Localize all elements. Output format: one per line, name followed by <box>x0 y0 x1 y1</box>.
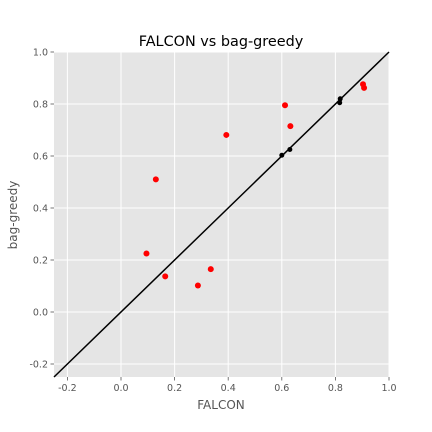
data-points <box>143 81 368 289</box>
y-axis-label: bag-greedy <box>6 181 20 250</box>
grid-lines <box>54 51 390 377</box>
y-tick-label: 1.0 <box>33 48 48 59</box>
y-tick-label: 0.2 <box>33 256 48 267</box>
black-data-point <box>337 100 343 106</box>
reference-line-group <box>53 51 390 378</box>
red-data-point <box>287 123 294 130</box>
x-axis-ticks: -0.2 0.0 0.2 0.4 0.6 0.8 1.0 <box>58 377 397 394</box>
y-tick-label: 0.6 <box>33 152 48 163</box>
red-data-point <box>282 102 289 109</box>
x-axis-label: FALCON <box>197 398 245 412</box>
y-axis-ticks: -0.2 0.0 0.2 0.4 0.6 0.8 1.0 <box>29 48 54 371</box>
y-tick-label: 0.0 <box>33 308 48 319</box>
x-tick-label: 0.8 <box>328 383 343 394</box>
red-data-point <box>361 84 368 91</box>
reference-line <box>53 51 390 378</box>
x-tick-label: 0.2 <box>167 383 182 394</box>
red-data-point <box>223 131 230 138</box>
x-tick-label: 1.0 <box>381 383 396 394</box>
x-tick-label: 0.0 <box>113 383 128 394</box>
x-tick-label: 0.4 <box>221 383 236 394</box>
y-tick-label: 0.4 <box>33 204 48 215</box>
red-data-point <box>194 282 201 289</box>
black-data-point <box>279 152 285 158</box>
red-data-point <box>162 273 169 280</box>
red-data-point <box>143 250 150 257</box>
black-data-point <box>337 96 343 102</box>
chart-title: FALCON vs bag-greedy <box>139 34 304 50</box>
x-tick-label: 0.6 <box>274 383 289 394</box>
black-data-point <box>287 147 293 152</box>
y-tick-label: 0.8 <box>33 100 48 111</box>
y-tick-label: -0.2 <box>29 360 48 371</box>
red-data-point <box>152 176 159 183</box>
x-tick-label: -0.2 <box>58 383 77 394</box>
red-data-point <box>207 266 214 273</box>
